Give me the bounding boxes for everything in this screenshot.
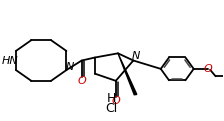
Text: O: O — [204, 64, 212, 74]
Text: O: O — [111, 96, 120, 106]
Polygon shape — [118, 53, 137, 95]
Text: H: H — [107, 92, 116, 105]
Text: O: O — [77, 76, 86, 86]
Text: N: N — [66, 62, 75, 72]
Text: N: N — [131, 51, 140, 61]
Text: HN: HN — [2, 56, 19, 65]
Text: Cl: Cl — [105, 102, 118, 115]
